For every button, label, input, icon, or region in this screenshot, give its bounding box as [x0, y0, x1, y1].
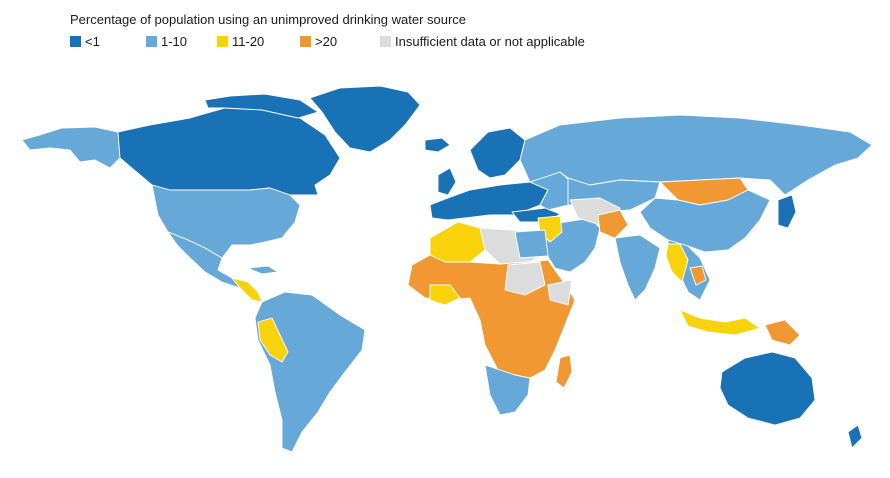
- region-greenland: [309, 85, 421, 153]
- legend-item-nodata: Insufficient data or not applicable: [380, 34, 585, 49]
- legend-swatch-lt1: [70, 36, 81, 47]
- legend-swatch-11-20: [217, 36, 228, 47]
- legend-label-lt1: <1: [85, 34, 100, 49]
- region-south-america: [254, 291, 366, 453]
- region-arctic-islands: [204, 93, 319, 119]
- region-egypt: [514, 229, 549, 259]
- region-sudan-nodata: [504, 261, 546, 296]
- legend-item-11-20: 11-20: [217, 34, 264, 49]
- region-india: [614, 234, 661, 301]
- legend-item-lt1: <1: [70, 34, 100, 49]
- region-myanmar: [665, 243, 689, 283]
- legend-item-gt20: >20: [300, 34, 337, 49]
- region-central-america: [231, 277, 263, 303]
- region-indonesia: [679, 309, 761, 336]
- region-caribbean: [247, 265, 279, 275]
- region-iceland: [424, 137, 451, 153]
- map-title: Percentage of population using an unimpr…: [70, 12, 467, 27]
- region-canada: [117, 107, 341, 196]
- map-legend: <1 1-10 11-20 >20 Insufficient data or n…: [70, 34, 870, 50]
- legend-label-nodata: Insufficient data or not applicable: [395, 34, 585, 49]
- legend-label-gt20: >20: [315, 34, 338, 49]
- region-madagascar: [555, 354, 573, 389]
- region-uk: [437, 167, 457, 196]
- region-russia: [519, 114, 873, 196]
- legend-swatch-nodata: [380, 36, 391, 47]
- region-horn-nodata: [547, 279, 573, 306]
- region-china: [639, 189, 771, 253]
- region-afghanistan: [597, 209, 629, 239]
- region-west-africa-yellow: [429, 284, 461, 306]
- region-scandinavia: [469, 127, 526, 179]
- legend-label-1-10: 1-10: [161, 34, 188, 49]
- region-japan: [777, 194, 797, 229]
- legend-swatch-1-10: [146, 36, 157, 47]
- region-sub-saharan: [407, 254, 576, 379]
- region-southern-africa: [484, 364, 531, 416]
- legend-swatch-gt20: [300, 36, 311, 47]
- region-new-zealand: [847, 424, 863, 449]
- region-alaska: [21, 126, 121, 169]
- region-usa: [151, 184, 301, 259]
- region-cambodia: [689, 265, 707, 286]
- region-north-africa-yellow: [429, 221, 486, 263]
- legend-label-11-20: 11-20: [232, 34, 265, 49]
- region-australia: [719, 351, 816, 426]
- region-papua: [764, 319, 801, 346]
- region-andes-yellow: [257, 317, 289, 363]
- legend-item-1-10: 1-10: [146, 34, 187, 49]
